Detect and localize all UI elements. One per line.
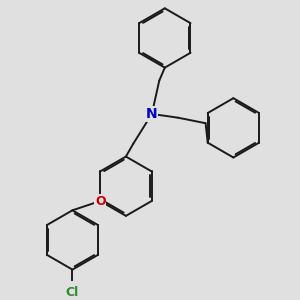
Text: N: N — [146, 107, 158, 121]
Text: Cl: Cl — [66, 286, 79, 299]
Text: O: O — [95, 194, 106, 208]
